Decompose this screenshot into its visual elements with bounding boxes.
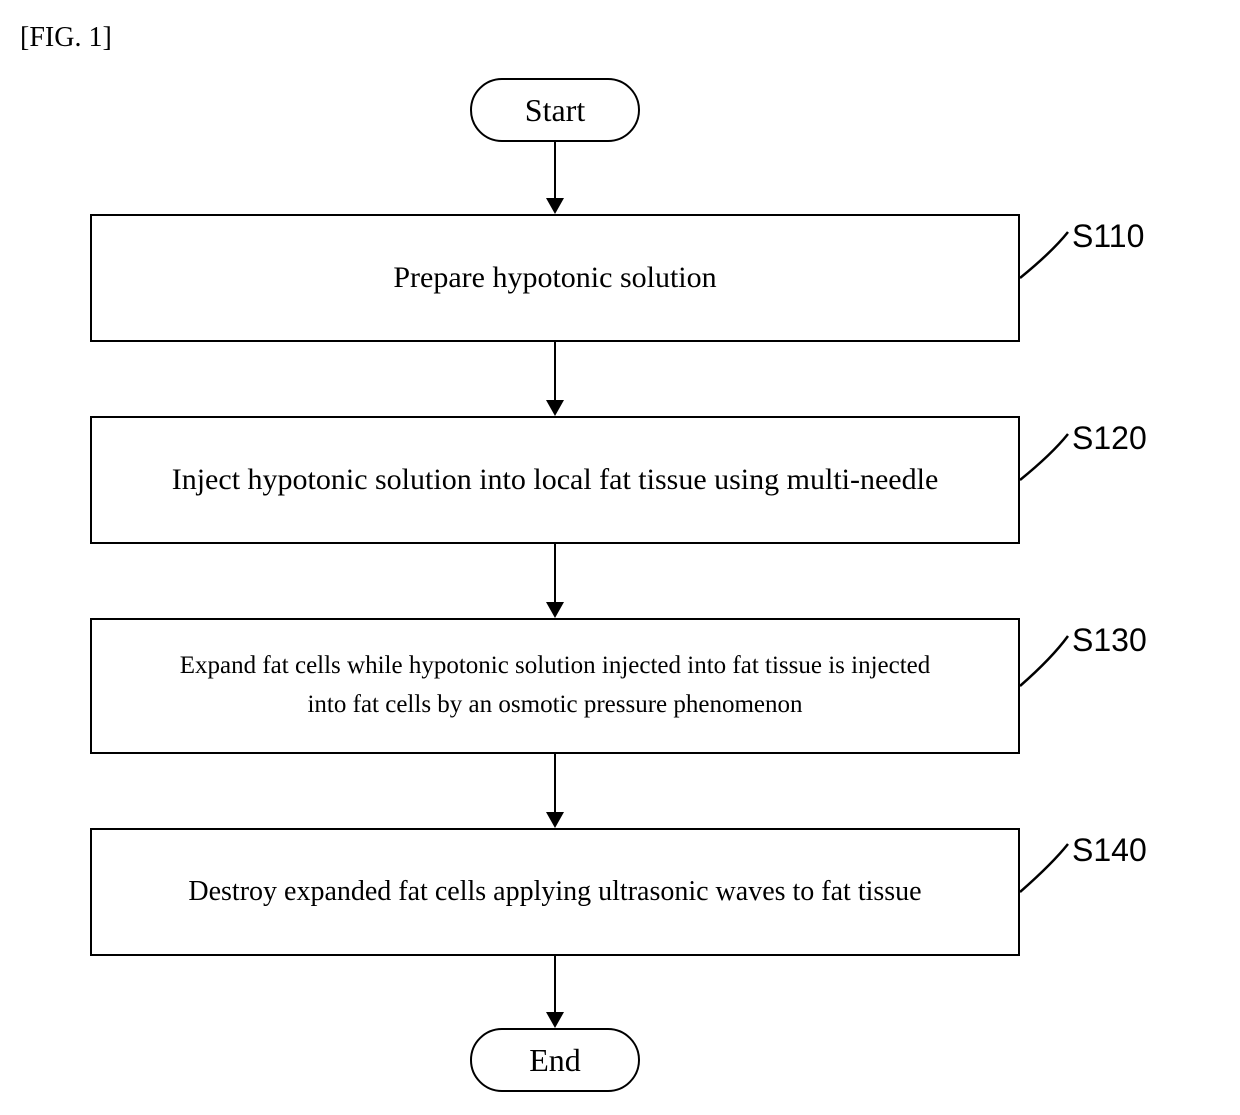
step-label-2: S130	[1072, 622, 1147, 659]
process-step-2-text: Expand fat cells while hypotonic solutio…	[180, 647, 931, 725]
arrow-line	[554, 342, 556, 400]
arrow-head-icon	[546, 198, 564, 214]
arrow-head-icon	[546, 602, 564, 618]
arrow-head-icon	[546, 400, 564, 416]
arrow-head-icon	[546, 1012, 564, 1028]
process-step-3-text: Destroy expanded fat cells applying ultr…	[188, 870, 921, 913]
process-step-2: Expand fat cells while hypotonic solutio…	[90, 618, 1020, 754]
arrow-line	[554, 142, 556, 198]
callout-curve	[1020, 844, 1068, 892]
terminal-end-text: End	[529, 1042, 581, 1079]
arrow-line	[554, 544, 556, 602]
step-label-3: S140	[1072, 832, 1147, 869]
callout-curve	[1020, 232, 1068, 278]
figure-label: [FIG. 1]	[20, 22, 112, 54]
terminal-start-text: Start	[525, 92, 585, 129]
callout-curve	[1020, 636, 1068, 686]
terminal-start: Start	[470, 78, 640, 142]
process-step-0-text: Prepare hypotonic solution	[393, 255, 716, 302]
step-label-1: S120	[1072, 420, 1147, 457]
arrow-line	[554, 956, 556, 1012]
process-step-3: Destroy expanded fat cells applying ultr…	[90, 828, 1020, 956]
terminal-end: End	[470, 1028, 640, 1092]
arrow-head-icon	[546, 812, 564, 828]
arrow-line	[554, 754, 556, 812]
step-label-0: S110	[1072, 218, 1144, 255]
figure-canvas: [FIG. 1] Start Prepare hypotonic solutio…	[0, 0, 1240, 1115]
process-step-0: Prepare hypotonic solution	[90, 214, 1020, 342]
callout-curve	[1020, 434, 1068, 480]
process-step-1-text: Inject hypotonic solution into local fat…	[172, 457, 939, 504]
process-step-1: Inject hypotonic solution into local fat…	[90, 416, 1020, 544]
